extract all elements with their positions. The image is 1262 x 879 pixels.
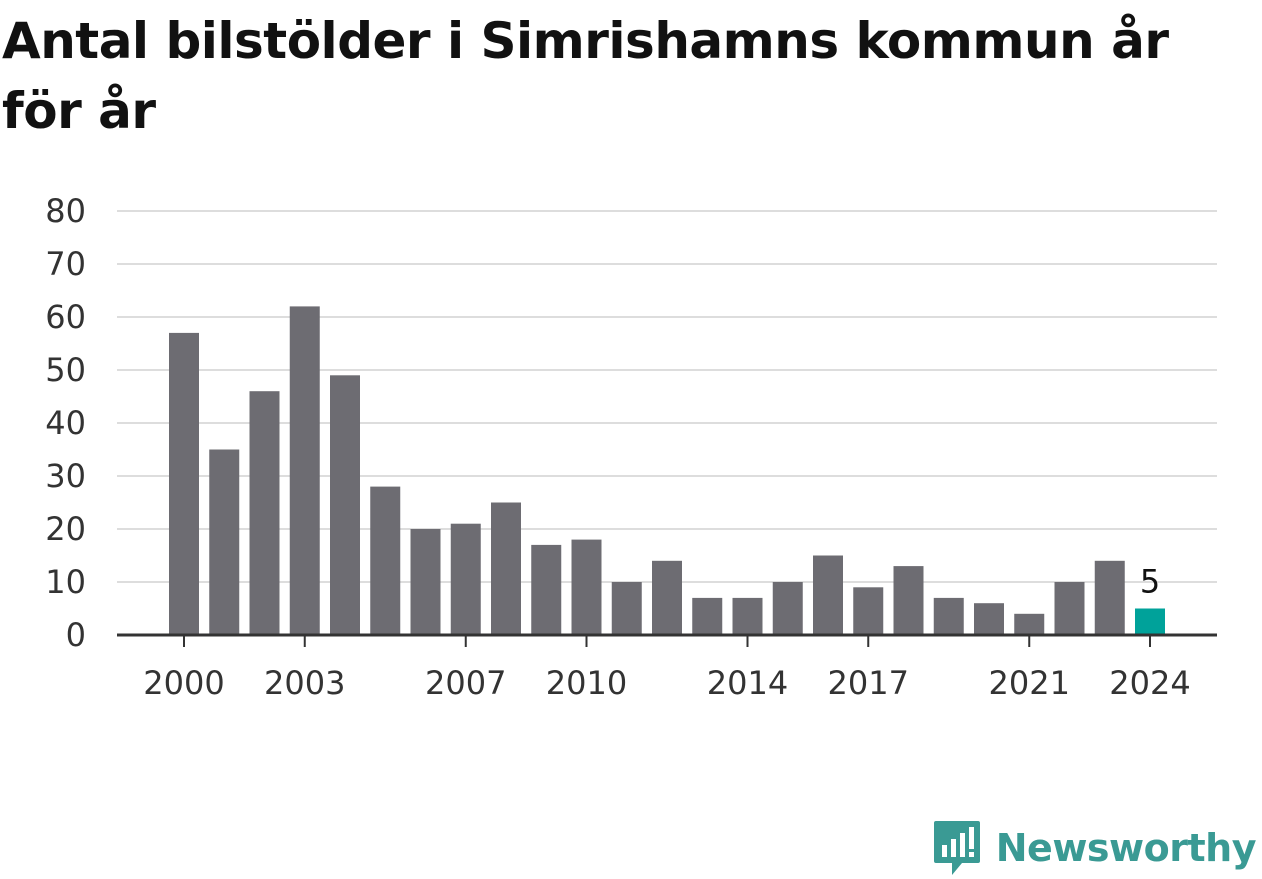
bar-2003 bbox=[289, 306, 320, 635]
x-tick-label: 2000 bbox=[143, 664, 224, 702]
x-axis bbox=[117, 633, 1217, 647]
bar-2009 bbox=[531, 544, 562, 635]
x-tick-label: 2003 bbox=[264, 664, 345, 702]
bar-2006 bbox=[410, 529, 441, 635]
bars bbox=[169, 306, 1165, 635]
bar-2021 bbox=[1014, 613, 1045, 635]
x-tick-label: 2021 bbox=[989, 664, 1070, 702]
y-tick-label: 70 bbox=[45, 245, 86, 283]
bar-2022 bbox=[1054, 582, 1085, 635]
bar-chart-speech-bubble-icon bbox=[933, 821, 980, 875]
bar-2004 bbox=[330, 375, 360, 635]
x-tick-label: 2010 bbox=[546, 664, 627, 702]
x-tick-label: 2017 bbox=[828, 664, 909, 702]
gridlines bbox=[117, 210, 1217, 583]
x-tick-label: 2007 bbox=[425, 664, 506, 702]
brand-name: Newsworthy bbox=[995, 826, 1257, 870]
chart-title: Antal bilstölder i Simrishamns kommun år… bbox=[2, 12, 1169, 140]
data-label-2024: 5 bbox=[1140, 563, 1160, 601]
bar-2014 bbox=[732, 597, 763, 635]
bar-2015 bbox=[772, 582, 803, 635]
y-tick-label: 80 bbox=[45, 192, 86, 230]
bar-2005 bbox=[370, 486, 401, 635]
bar-2019 bbox=[933, 597, 964, 635]
bar-2024 bbox=[1135, 608, 1165, 635]
y-tick-label: 40 bbox=[45, 404, 86, 442]
bar-2012 bbox=[652, 560, 682, 635]
bar-2023 bbox=[1094, 560, 1125, 635]
bar-2013 bbox=[692, 597, 723, 635]
labels: 0 10 20 30 40 50 60 70 80 2000 2003 2007 2010 2014 201… bbox=[45, 192, 1190, 702]
bar-2020 bbox=[974, 603, 1004, 635]
y-tick-label: 50 bbox=[45, 351, 86, 389]
bar-2016 bbox=[813, 555, 843, 635]
x-tick-label: 2024 bbox=[1109, 664, 1190, 702]
y-tick-label: 60 bbox=[45, 298, 86, 336]
bar-2002 bbox=[249, 391, 280, 635]
x-tick-label: 2014 bbox=[707, 664, 788, 702]
bar-2018 bbox=[893, 566, 924, 635]
brand-logo: Newsworthy bbox=[932, 819, 1257, 877]
y-tick-label: 20 bbox=[45, 510, 86, 548]
bar-2008 bbox=[491, 502, 521, 635]
bar-2000 bbox=[169, 332, 199, 635]
y-tick-label: 30 bbox=[45, 457, 86, 495]
bar-2001 bbox=[209, 449, 240, 635]
bar-2011 bbox=[611, 582, 642, 635]
bar-2010 bbox=[571, 539, 602, 635]
y-tick-label: 10 bbox=[45, 563, 86, 601]
bar-2017 bbox=[853, 587, 884, 635]
bar-2007 bbox=[450, 523, 481, 635]
y-tick-label: 0 bbox=[66, 616, 86, 654]
